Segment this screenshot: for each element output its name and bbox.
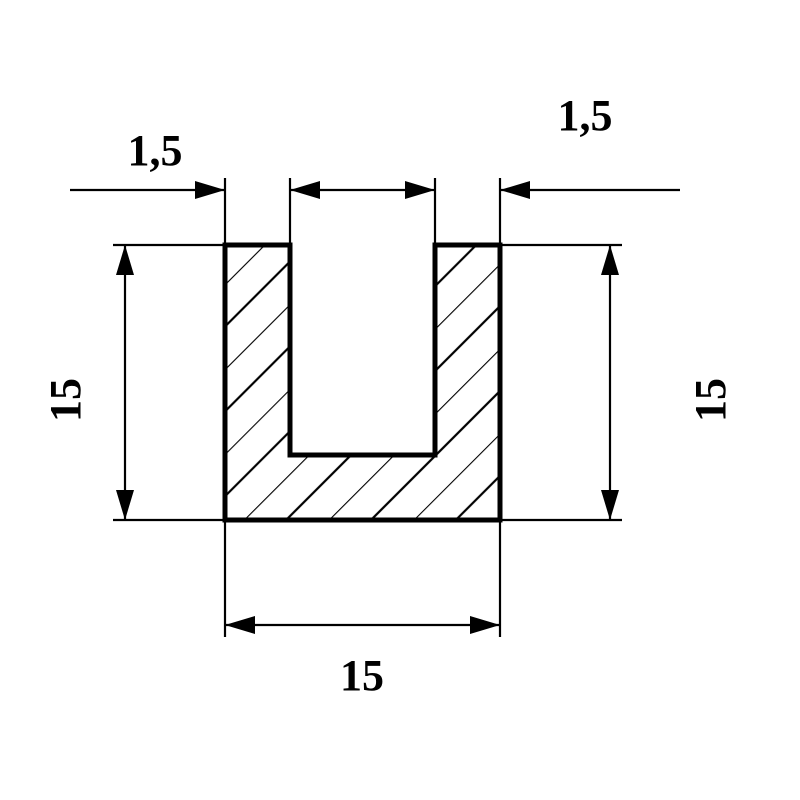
dim-label-wall_left: 1,5: [128, 126, 183, 175]
dim-label-height_right: 15: [686, 378, 735, 422]
dim-label-height_left: 15: [41, 378, 90, 422]
dim-label-wall_right: 1,5: [558, 91, 613, 140]
dim-label-width_bottom: 15: [340, 651, 384, 700]
u-profile-shape: [225, 245, 500, 520]
